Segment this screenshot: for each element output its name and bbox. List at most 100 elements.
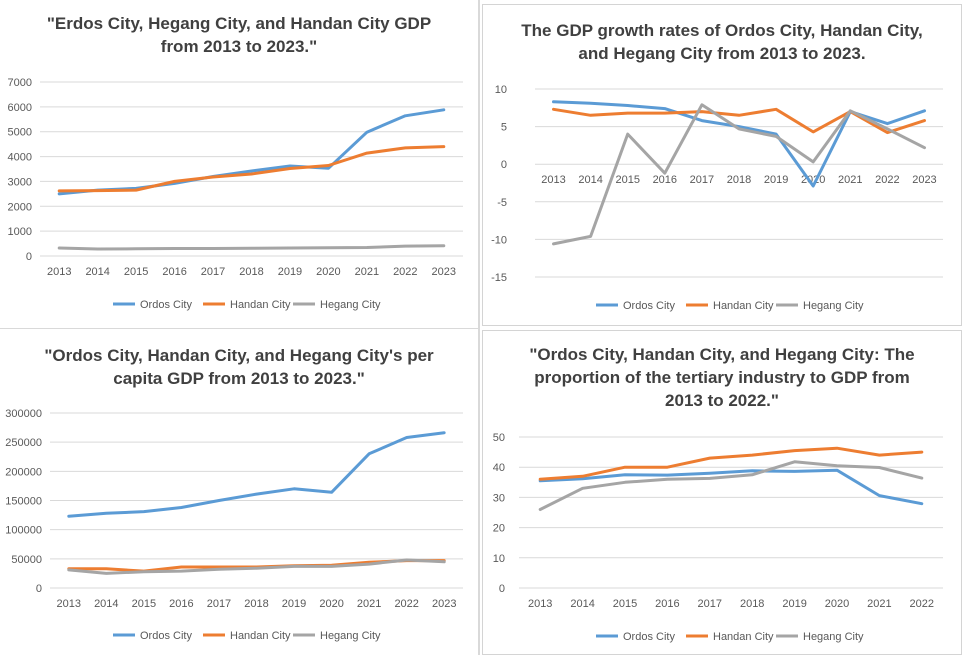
- series-line-ordos-city: [67, 431, 446, 518]
- x-tick-label: 2018: [239, 266, 263, 278]
- series-line-hegang-city: [67, 558, 446, 575]
- x-tick-label: 2019: [764, 174, 788, 186]
- y-tick-label: 5000: [8, 127, 32, 139]
- y-tick-label: 50: [493, 432, 505, 444]
- y-tick-label: 250000: [5, 437, 42, 449]
- x-tick-label: 2017: [201, 266, 225, 278]
- x-tick-label: 2023: [432, 266, 456, 278]
- x-tick-label: 2020: [319, 598, 343, 610]
- x-tick-label: 2023: [432, 598, 456, 610]
- series-line-handan-city: [57, 145, 446, 193]
- series-line-hegang-city: [57, 244, 446, 251]
- x-tick-label: 2014: [578, 174, 602, 186]
- x-tick-label: 2019: [782, 598, 806, 610]
- legend-label: Hegang City: [320, 299, 381, 311]
- y-tick-label: 50000: [11, 554, 42, 566]
- chart-svg: 0 50000 100000 150000 200000 250000 300000 2013…: [5, 408, 463, 642]
- y-tick-label: -5: [497, 197, 507, 209]
- x-tick-label: 2018: [740, 598, 764, 610]
- x-tick-label: 2013: [47, 266, 71, 278]
- y-tick-label: 100000: [5, 525, 42, 537]
- x-tick-label: 2021: [355, 266, 379, 278]
- vertical-divider: [478, 0, 480, 655]
- series-line-handan-city: [552, 107, 926, 135]
- y-tick-label: 7000: [8, 77, 32, 89]
- y-tick-label: 150000: [5, 496, 42, 508]
- y-tick-label: 300000: [5, 408, 42, 420]
- x-tick-label: 2017: [690, 174, 714, 186]
- chart-title: "Erdos City, Hegang City, and Handan Cit…: [46, 14, 432, 56]
- x-tick-label: 2014: [85, 266, 109, 278]
- legend-label: Ordos City: [623, 300, 675, 312]
- x-tick-label: 2020: [316, 266, 340, 278]
- x-tick-label: 2021: [357, 598, 381, 610]
- x-tick-label: 2017: [207, 598, 231, 610]
- x-tick-label: 2022: [393, 266, 417, 278]
- x-tick-label: 2013: [528, 598, 552, 610]
- legend-label: Ordos City: [623, 631, 675, 643]
- chart-title: The GDP growth rates of Ordos City, Hand…: [521, 21, 923, 63]
- chart-panel-gdp-growth: The GDP growth rates of Ordos City, Hand…: [482, 4, 962, 326]
- x-tick-label: 2023: [912, 174, 936, 186]
- y-tick-label: 5: [501, 122, 507, 134]
- y-tick-label: 30: [493, 492, 505, 504]
- chart-panel-tertiary-share: "Ordos City, Handan City, and Hegang Cit…: [482, 330, 962, 655]
- legend-label: Handan City: [230, 630, 291, 642]
- x-tick-label: 2022: [875, 174, 899, 186]
- y-tick-label: 200000: [5, 466, 42, 478]
- legend-label: Hegang City: [803, 300, 864, 312]
- legend-label: Handan City: [713, 300, 774, 312]
- legend-label: Hegang City: [803, 631, 864, 643]
- x-tick-label: 2016: [162, 266, 186, 278]
- x-tick-label: 2015: [132, 598, 156, 610]
- y-tick-label: -15: [491, 272, 507, 284]
- x-tick-label: 2013: [57, 598, 81, 610]
- legend-label: Ordos City: [140, 299, 192, 311]
- x-tick-label: 2018: [244, 598, 268, 610]
- x-tick-label: 2015: [613, 598, 637, 610]
- y-tick-label: 4000: [8, 152, 32, 164]
- chart-svg: 0 1000 2000 3000 4000 5000 6000 7000 2013 2014 201…: [8, 77, 463, 311]
- y-tick-label: 10: [493, 553, 505, 565]
- x-tick-label: 2015: [615, 174, 639, 186]
- x-tick-label: 2022: [394, 598, 418, 610]
- legend-label: Ordos City: [140, 630, 192, 642]
- y-tick-label: 20: [493, 523, 505, 535]
- legend-label: Hegang City: [320, 630, 381, 642]
- y-tick-label: 1000: [8, 226, 32, 238]
- y-tick-label: 10: [495, 84, 507, 96]
- x-tick-label: 2018: [727, 174, 751, 186]
- legend-label: Handan City: [230, 299, 291, 311]
- series-line-handan-city: [538, 446, 924, 481]
- x-tick-label: 2021: [838, 174, 862, 186]
- x-tick-label: 2014: [94, 598, 118, 610]
- y-tick-label: 0: [26, 251, 32, 263]
- legend-label: Handan City: [713, 631, 774, 643]
- x-tick-label: 2021: [867, 598, 891, 610]
- x-tick-label: 2019: [278, 266, 302, 278]
- x-tick-label: 2020: [825, 598, 849, 610]
- chart-panel-gdp: "Erdos City, Hegang City, and Handan Cit…: [0, 0, 478, 328]
- series-line-hegang-city: [538, 460, 924, 511]
- x-tick-label: 2016: [655, 598, 679, 610]
- chart-panel-per-capita-gdp: "Ordos City, Handan City, and Hegang Cit…: [0, 330, 478, 655]
- series-line-hegang-city: [552, 103, 926, 246]
- chart-svg: 0 10 20 30 40 50 2013 2014 2015 2016 2017 2018 2019 2…: [493, 432, 943, 643]
- y-tick-label: 2000: [8, 201, 32, 213]
- chart-title: "Ordos City, Handan City, and Hegang Cit…: [529, 345, 915, 410]
- y-tick-label: 40: [493, 462, 505, 474]
- y-tick-label: 0: [36, 583, 42, 595]
- x-tick-label: 2017: [698, 598, 722, 610]
- y-tick-label: 3000: [8, 176, 32, 188]
- x-tick-label: 2016: [169, 598, 193, 610]
- series-line-ordos-city: [538, 468, 924, 506]
- x-tick-label: 2022: [910, 598, 934, 610]
- y-tick-label: 6000: [8, 102, 32, 114]
- x-tick-label: 2019: [282, 598, 306, 610]
- y-tick-label: -10: [491, 234, 507, 246]
- x-tick-label: 2013: [541, 174, 565, 186]
- x-tick-label: 2016: [653, 174, 677, 186]
- chart-title: "Ordos City, Handan City, and Hegang Cit…: [44, 346, 434, 388]
- x-tick-label: 2015: [124, 266, 148, 278]
- x-tick-label: 2014: [570, 598, 594, 610]
